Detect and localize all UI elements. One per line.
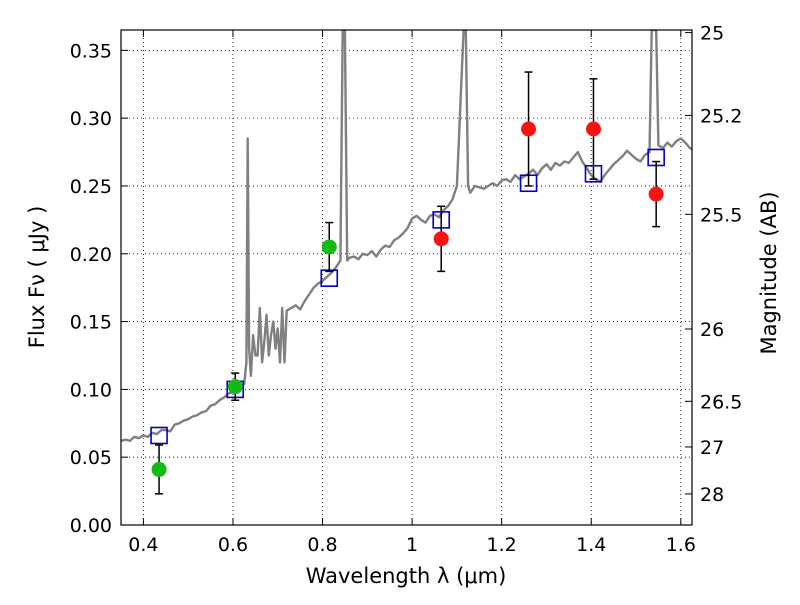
y-tick-label: 0.05 <box>70 447 112 469</box>
markers-layer <box>150 71 665 495</box>
right-tick-label: 25.2 <box>700 105 742 127</box>
observed-flux-point <box>151 461 167 477</box>
plot-frame <box>120 29 693 526</box>
x-tick-label: 0.8 <box>307 534 337 556</box>
x-tick-label: 0.6 <box>218 534 248 556</box>
observed-flux-point <box>433 231 449 247</box>
model-photometry-square <box>320 269 339 287</box>
observed-flux-point <box>521 121 537 137</box>
y-tick-label: 0.25 <box>70 176 112 198</box>
x-tick-label: 0.4 <box>128 534 158 556</box>
y-tick-label: 0.20 <box>70 244 112 266</box>
right-tick-label: 27 <box>700 437 724 459</box>
right-tick-label: 26 <box>700 319 724 341</box>
y-tick-label: 0.00 <box>70 515 112 537</box>
observed-flux-point <box>227 379 243 395</box>
right-tick-label: 25.5 <box>700 204 742 226</box>
model-photometry-square <box>150 426 168 445</box>
ticks: 0.4 0.6 0.8 1 1.2 1.4 1.6 0.00 0.05 0.10 0.15 0.20 0… <box>70 23 743 556</box>
x-tick-label: 1.4 <box>576 534 606 556</box>
right-axis-label: Magnitude (AB) <box>757 191 781 354</box>
observed-flux-point <box>321 239 337 255</box>
y-tick-label: 0.30 <box>70 108 112 130</box>
x-tick-label: 1 <box>406 534 418 556</box>
x-tick-label: 1.2 <box>487 534 517 556</box>
right-tick-label: 28 <box>700 484 724 506</box>
y-tick-label: 0.10 <box>70 379 112 401</box>
x-tick-label: 1.6 <box>666 534 696 556</box>
observed-flux-point <box>585 121 601 137</box>
right-tick-label: 25 <box>700 23 724 45</box>
y-tick-label: 0.15 <box>70 312 112 334</box>
series-layer <box>121 30 692 443</box>
y-axis-label: Flux Fν ( μJy ) <box>25 206 49 349</box>
grid <box>121 30 692 526</box>
x-axis-label: Wavelength λ (μm) <box>306 564 507 588</box>
spectrum-line <box>121 30 692 443</box>
right-tick-label: 26.5 <box>700 391 742 413</box>
observed-flux-point <box>648 186 664 202</box>
y-tick-label: 0.35 <box>70 40 112 62</box>
